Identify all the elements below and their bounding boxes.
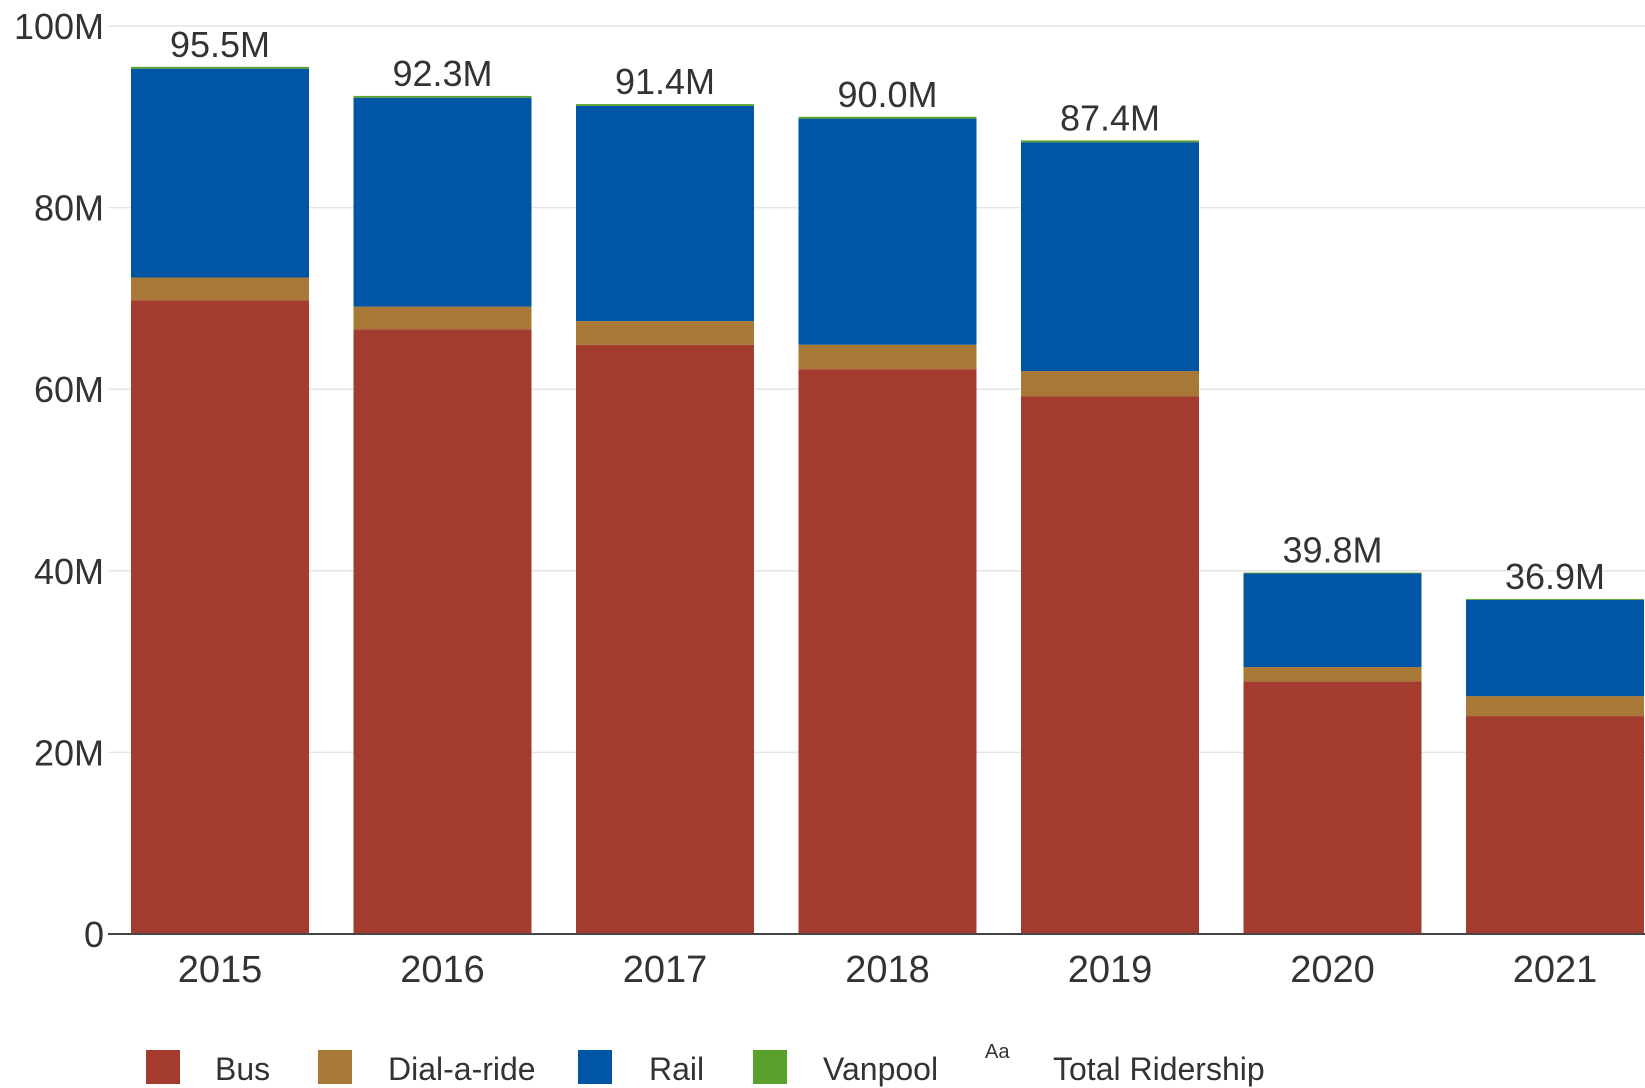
bar-segment-dial-a-ride (1243, 667, 1422, 682)
total-data-label: 87.4M (1060, 97, 1160, 138)
bar-segment-rail (576, 105, 754, 322)
y-axis-ticks: 0 20M 40M 60M 80M 100M (14, 6, 104, 955)
total-labels: 95.5M 92.3M 91.4M 90.0M 87.4M 39.8M 36.9M (170, 24, 1605, 597)
bar-segment-bus (1243, 681, 1422, 934)
bar-segment-rail (131, 68, 309, 278)
bar-segment-vanpool (131, 66, 309, 69)
bar-segment-vanpool (1466, 598, 1644, 600)
total-data-label: 95.5M (170, 24, 270, 65)
y-tick-label: 40M (34, 551, 104, 592)
bar-segment-bus (798, 369, 977, 934)
bar-segment-dial-a-ride (1466, 696, 1644, 717)
total-data-label: 39.8M (1282, 530, 1382, 571)
bar-segment-bus (131, 300, 309, 934)
legend-swatch (146, 1050, 180, 1084)
x-tick-label: 2015 (178, 949, 263, 991)
y-tick-label: 60M (34, 369, 104, 410)
bar-segment-vanpool (1243, 572, 1422, 574)
bar-segment-bus (576, 344, 754, 934)
legend-label: Dial-a-ride (388, 1051, 536, 1087)
bar-segment-rail (798, 118, 977, 345)
bar-segment-bus (1466, 716, 1644, 934)
total-data-label: 36.9M (1505, 556, 1605, 597)
legend-swatch (753, 1050, 787, 1084)
total-data-label: 92.3M (392, 53, 492, 94)
bar-segment-dial-a-ride (1021, 371, 1199, 397)
legend-swatch (578, 1050, 612, 1084)
bar-segment-bus (1021, 396, 1199, 934)
bar-segment-bus (353, 329, 532, 935)
bar-segment-vanpool (353, 95, 532, 98)
bar-segment-dial-a-ride (798, 344, 977, 370)
bar-segment-dial-a-ride (353, 306, 532, 330)
text-label-icon: Aa (985, 1041, 1010, 1063)
legend-label: Bus (215, 1051, 270, 1087)
bar-segment-rail (353, 97, 532, 307)
legend-swatch (318, 1050, 352, 1084)
x-tick-label: 2020 (1290, 949, 1375, 991)
x-tick-label: 2018 (845, 949, 930, 991)
bar-segment-vanpool (1021, 140, 1199, 143)
y-tick-label: 100M (14, 6, 104, 47)
x-axis-labels: 2015 2016 2017 2018 2019 2020 2021 (178, 949, 1598, 991)
bar-segment-rail (1466, 599, 1644, 697)
total-data-label: 91.4M (615, 61, 715, 102)
bar-segment-dial-a-ride (131, 277, 309, 301)
bar-segment-vanpool (798, 116, 977, 119)
bars (131, 66, 1644, 935)
total-data-label: 90.0M (837, 74, 937, 115)
legend-label: Rail (649, 1051, 704, 1087)
y-tick-label: 20M (34, 732, 104, 773)
y-tick-label: 80M (34, 188, 104, 229)
bar-segment-dial-a-ride (576, 321, 754, 345)
x-tick-label: 2019 (1068, 949, 1153, 991)
x-tick-label: 2017 (623, 949, 708, 991)
legend-label: Vanpool (823, 1051, 938, 1087)
bar-segment-rail (1243, 573, 1422, 668)
x-tick-label: 2021 (1513, 949, 1598, 991)
legend: Bus Dial-a-ride Rail Vanpool Aa Total Ridersh… (146, 1041, 1265, 1087)
y-tick-label: 0 (84, 914, 104, 955)
legend-label: Total Ridership (1053, 1051, 1265, 1087)
bar-segment-vanpool (576, 104, 754, 106)
bar-segment-rail (1021, 142, 1199, 372)
x-tick-label: 2016 (400, 949, 485, 991)
